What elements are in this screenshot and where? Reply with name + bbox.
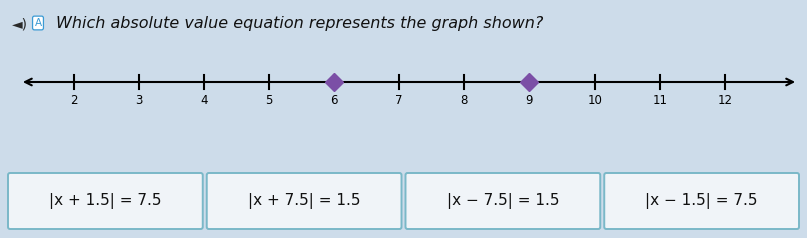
FancyBboxPatch shape	[604, 173, 799, 229]
Text: |x + 7.5| = 1.5: |x + 7.5| = 1.5	[248, 193, 361, 209]
Text: |x + 1.5| = 7.5: |x + 1.5| = 7.5	[49, 193, 161, 209]
FancyBboxPatch shape	[207, 173, 402, 229]
Text: 3: 3	[135, 94, 142, 107]
Text: 10: 10	[587, 94, 602, 107]
Text: Which absolute value equation represents the graph shown?: Which absolute value equation represents…	[56, 16, 543, 31]
Text: 7: 7	[395, 94, 403, 107]
Text: 8: 8	[461, 94, 468, 107]
Text: 12: 12	[717, 94, 733, 107]
Text: 5: 5	[266, 94, 273, 107]
Text: ◄): ◄)	[12, 18, 28, 32]
Text: 11: 11	[652, 94, 667, 107]
FancyBboxPatch shape	[405, 173, 600, 229]
Text: |x − 7.5| = 1.5: |x − 7.5| = 1.5	[446, 193, 559, 209]
Text: |x − 1.5| = 7.5: |x − 1.5| = 7.5	[646, 193, 758, 209]
Text: 4: 4	[200, 94, 207, 107]
Text: 9: 9	[525, 94, 533, 107]
Text: 2: 2	[70, 94, 77, 107]
Text: A: A	[35, 18, 42, 28]
FancyBboxPatch shape	[8, 173, 203, 229]
Text: 6: 6	[330, 94, 338, 107]
